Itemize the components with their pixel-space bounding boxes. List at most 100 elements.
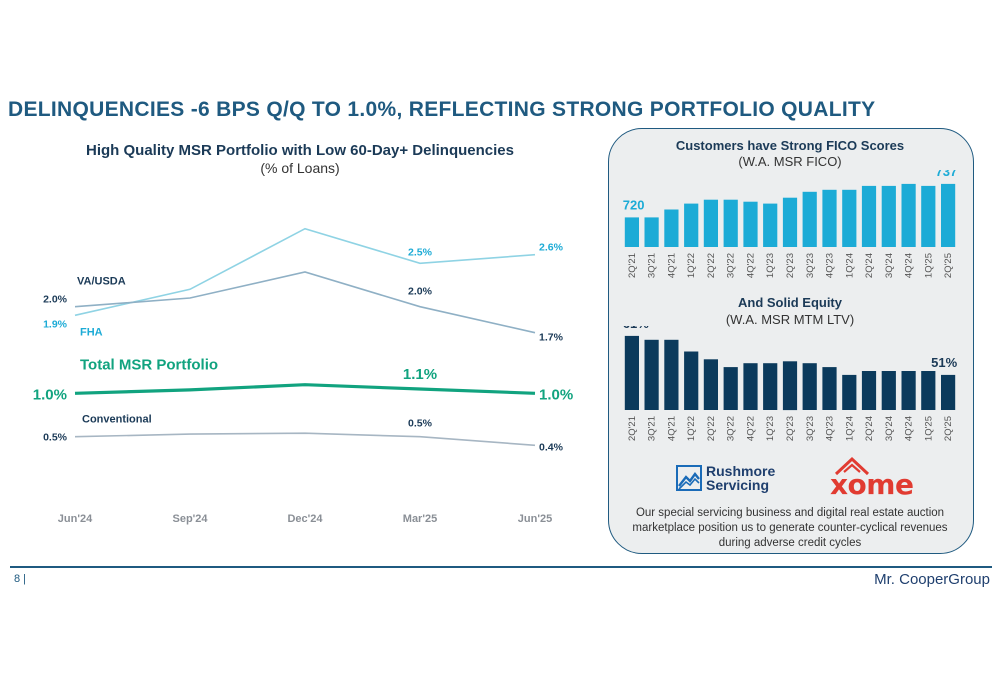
rushmore-mountain-icon bbox=[676, 465, 702, 491]
series-line-conventional bbox=[74, 432, 536, 447]
bar bbox=[941, 374, 956, 410]
x-tick-label: 1Q'23 bbox=[765, 416, 776, 441]
x-tick-label: Mar'25 bbox=[403, 513, 437, 525]
data-label: 2.6% bbox=[539, 242, 564, 254]
x-tick-label: 4Q'21 bbox=[666, 253, 677, 278]
data-label: 0.5% bbox=[43, 432, 68, 444]
x-tick-label: 1Q'24 bbox=[844, 416, 855, 441]
x-tick-label: 4Q'23 bbox=[825, 253, 836, 278]
x-tick-label: 2Q'22 bbox=[706, 253, 717, 278]
x-tick-label: 1Q'25 bbox=[923, 416, 934, 441]
x-tick-label: 3Q'22 bbox=[726, 253, 737, 278]
xome-wordmark: xome bbox=[830, 468, 914, 501]
x-tick-label: 3Q'22 bbox=[726, 416, 737, 441]
x-tick-label: 2Q'22 bbox=[706, 416, 717, 441]
bar bbox=[664, 209, 679, 247]
series-line-va-usda bbox=[74, 271, 536, 334]
bar bbox=[703, 359, 718, 410]
logos-row: Rushmore Servicing xome bbox=[670, 456, 950, 501]
data-label: 1.7% bbox=[539, 332, 564, 344]
x-tick-label: 2Q'21 bbox=[627, 253, 638, 278]
x-tick-label: 4Q'24 bbox=[904, 416, 915, 441]
x-tick-label: 2Q'21 bbox=[627, 416, 638, 441]
bar bbox=[624, 217, 639, 247]
page-number: 8 | bbox=[14, 573, 27, 585]
x-tick-label: 3Q'23 bbox=[805, 416, 816, 441]
x-tick-label: 3Q'21 bbox=[647, 416, 658, 441]
bar bbox=[861, 371, 877, 410]
data-label: 0.4% bbox=[539, 441, 564, 453]
bar bbox=[743, 363, 758, 410]
data-label-first: 720 bbox=[623, 197, 645, 212]
x-tick-label: 2Q'25 bbox=[943, 253, 954, 278]
series-line-fha bbox=[74, 227, 536, 317]
ltv-chart-title: And Solid Equity bbox=[738, 295, 842, 310]
bar bbox=[881, 185, 896, 247]
house-roof-icon bbox=[834, 456, 870, 476]
fico-chart-subtitle: (W.A. MSR FICO) bbox=[738, 154, 842, 169]
x-tick-label: 2Q'23 bbox=[785, 253, 796, 278]
bar bbox=[941, 183, 956, 247]
x-tick-label: Dec'24 bbox=[287, 513, 323, 525]
bar bbox=[901, 183, 916, 247]
data-label: 2.5% bbox=[408, 246, 433, 258]
series-name-conventional: Conventional bbox=[82, 414, 152, 426]
bar bbox=[664, 339, 679, 410]
data-label-first: 61% bbox=[623, 326, 649, 331]
footer-divider bbox=[10, 566, 992, 568]
x-tick-label: 1Q'23 bbox=[765, 253, 776, 278]
x-tick-label: 1Q'24 bbox=[844, 253, 855, 278]
x-tick-label: 3Q'23 bbox=[805, 253, 816, 278]
x-tick-label: 4Q'21 bbox=[666, 416, 677, 441]
bar bbox=[703, 199, 718, 247]
page-title: DELINQUENCIES -6 BPS Q/Q TO 1.0%, REFLEC… bbox=[8, 98, 876, 121]
bar bbox=[723, 199, 738, 247]
data-label-last: 51% bbox=[931, 355, 957, 370]
x-tick-label: Sep'24 bbox=[172, 513, 208, 525]
bar bbox=[802, 191, 817, 247]
bar bbox=[822, 367, 837, 410]
bar bbox=[782, 197, 798, 247]
data-label: 1.0% bbox=[539, 386, 573, 403]
x-tick-label: 1Q'22 bbox=[686, 253, 697, 278]
x-tick-label: 2Q'24 bbox=[864, 416, 875, 441]
bar bbox=[921, 371, 936, 410]
servicing-name: Servicing bbox=[706, 477, 770, 493]
x-tick-label: 4Q'23 bbox=[825, 416, 836, 441]
bar bbox=[881, 371, 896, 410]
rushmore-name: Rushmore bbox=[706, 463, 776, 479]
ltv-chart-subtitle: (W.A. MSR MTM LTV) bbox=[725, 312, 855, 327]
x-tick-label: 3Q'24 bbox=[884, 253, 895, 278]
x-tick-label: 2Q'23 bbox=[785, 416, 796, 441]
data-label: 1.0% bbox=[33, 386, 67, 403]
x-tick-label: 2Q'25 bbox=[943, 416, 954, 441]
bar bbox=[842, 189, 857, 247]
bar bbox=[763, 363, 778, 410]
delinquency-line-chart: FHA VA/USDA Total MSR Portfolio Conventiona… bbox=[33, 227, 573, 525]
fico-bar-chart: 2Q'21 3Q'21 4Q'21 1Q'22 2Q'22 3Q'22 4Q'22 1Q'23… bbox=[623, 170, 957, 278]
x-tick-label: Jun'25 bbox=[518, 513, 552, 525]
bar bbox=[723, 367, 738, 410]
bar bbox=[861, 185, 877, 247]
x-tick-label: 1Q'22 bbox=[686, 416, 697, 441]
bar bbox=[684, 351, 699, 410]
x-tick-label: 1Q'25 bbox=[923, 253, 934, 278]
bar bbox=[842, 374, 857, 410]
bar bbox=[644, 339, 659, 410]
x-tick-label: 3Q'21 bbox=[647, 253, 658, 278]
series-line-total-msr-portfolio bbox=[74, 383, 536, 395]
fico-chart-title: Customers have Strong FICO Scores bbox=[675, 138, 905, 153]
data-label: 1.9% bbox=[43, 318, 68, 330]
bar bbox=[822, 189, 837, 247]
x-tick-label: Jun'24 bbox=[58, 513, 93, 525]
series-name-va-usda: VA/USDA bbox=[77, 276, 126, 288]
bar bbox=[624, 335, 639, 410]
bar bbox=[921, 185, 936, 247]
brand-logo: Mr. CooperGroup bbox=[874, 571, 990, 588]
series-name-total-msr-portfolio: Total MSR Portfolio bbox=[80, 356, 218, 373]
line-chart-title: High Quality MSR Portfolio with Low 60-D… bbox=[86, 142, 514, 159]
bar bbox=[901, 371, 916, 410]
x-tick-label: 4Q'24 bbox=[904, 253, 915, 278]
line-chart-subtitle: (% of Loans) bbox=[260, 160, 340, 176]
rushmore-logo: Rushmore Servicing bbox=[676, 464, 775, 492]
